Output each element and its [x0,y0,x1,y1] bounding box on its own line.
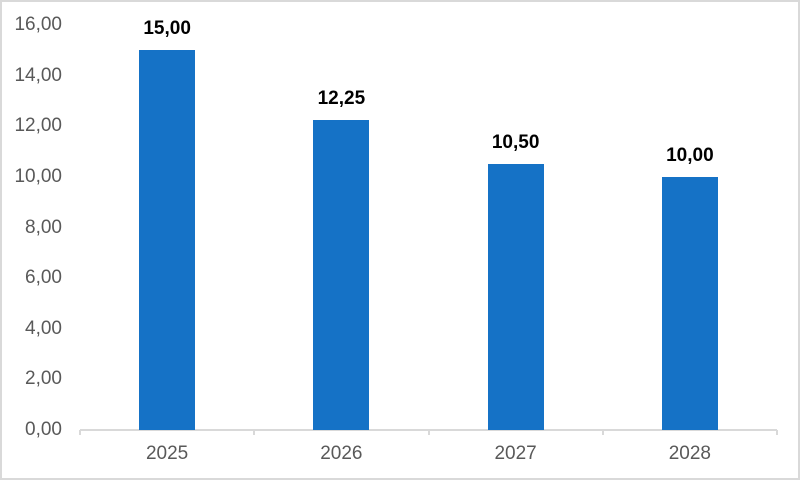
bar-data-label-2025: 15,00 [143,18,191,40]
x-axis-category-label-2025: 2025 [145,443,189,464]
bar-data-label-2027: 10,50 [491,132,540,154]
x-axis-tick-mark [776,430,778,435]
bar-2025 [139,50,196,430]
y-axis-tick-label: 4,00 [25,317,62,339]
y-axis-tick-label: 14,00 [14,64,62,86]
x-axis-tick-mark [253,430,256,435]
y-axis-tick-label: 0,00 [25,419,62,440]
y-axis-tick-label: 10,00 [14,165,62,187]
x-axis-category-label-2028: 2028 [668,443,712,464]
x-axis-category-label-2026: 2026 [320,443,363,464]
x-axis-tick-mark [427,430,430,435]
bar-data-label-2028: 10,00 [666,144,714,166]
bar-2027 [487,164,544,430]
y-axis-tick-label: 2,00 [25,368,62,390]
y-axis-tick-label: 8,00 [25,216,62,238]
x-axis-tick-mark [601,430,604,435]
bar-2028 [661,176,718,430]
x-axis-tick-mark [79,430,81,435]
bar-2026 [313,119,370,430]
bar-data-label-2026: 12,25 [317,87,366,109]
y-axis-tick-label: 12,00 [14,115,62,137]
x-axis-category-label-2027: 2027 [494,443,537,464]
y-axis-tick-label: 6,00 [25,267,62,289]
y-axis-tick-label: 16,00 [14,14,62,35]
